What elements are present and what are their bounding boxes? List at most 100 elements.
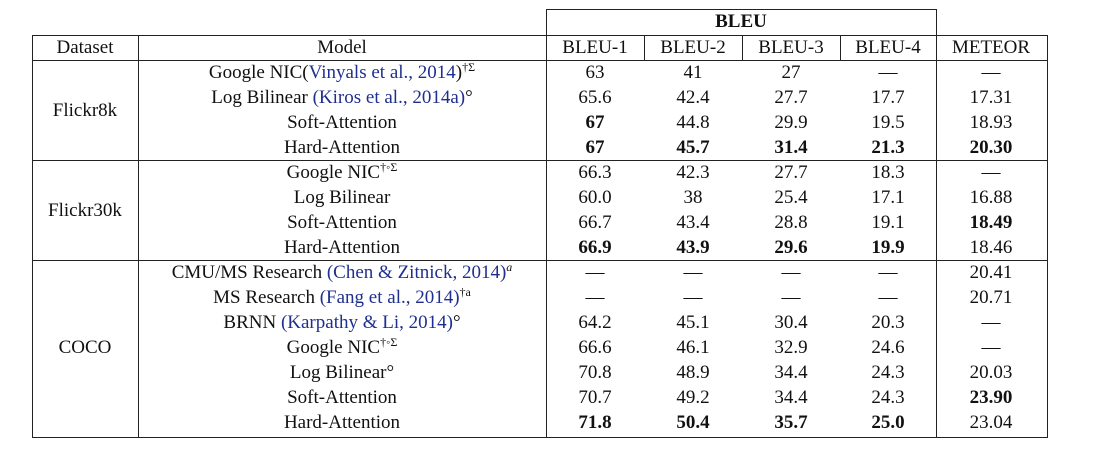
score-cell-bleu-3: 29.9 <box>774 112 808 133</box>
score-cell-bleu-2: 42.4 <box>676 87 710 108</box>
score-cell-bleu-4: 21.3 <box>871 137 905 158</box>
score-cell-bleu-3: 35.7 <box>774 412 808 433</box>
citation-link[interactable]: (Karpathy & Li, 2014) <box>280 312 453 333</box>
score-cell-bleu-4: 24.6 <box>871 337 905 358</box>
score-cell-meteor: 23.90 <box>969 387 1013 408</box>
score-cell-bleu-1: 65.6 <box>578 87 612 108</box>
model-name: BRNN (Karpathy & Li, 2014)° <box>142 310 542 335</box>
score-cell-bleu-1: 60.0 <box>578 187 612 208</box>
model-text: MS Research <box>213 287 320 308</box>
score-cell-meteor: 18.49 <box>969 212 1013 233</box>
score-cell-bleu-2: 41 <box>683 62 703 83</box>
model-name: Hard-Attention <box>142 235 542 260</box>
rule-vertical <box>32 35 33 438</box>
model-text: Log Bilinear <box>211 87 313 108</box>
model-text: Google NIC <box>286 162 381 183</box>
score-cell-bleu-2: — <box>683 287 703 308</box>
model-name: Google NIC†◦Σ <box>142 335 542 360</box>
model-name: Hard-Attention <box>142 135 542 160</box>
column-header-bleu-3: BLEU-3 <box>758 37 824 58</box>
model-name: Google NIC(Vinyals et al., 2014)†Σ <box>142 60 542 85</box>
score-cell-bleu-4: — <box>878 62 898 83</box>
score-cell-bleu-1: 66.6 <box>578 337 612 358</box>
model-text: CMU/MS Research <box>171 262 327 283</box>
citation-link[interactable]: (Fang et al., 2014) <box>319 287 460 308</box>
score-cell-bleu-3: — <box>781 287 801 308</box>
score-cell-bleu-3: 31.4 <box>774 137 808 158</box>
column-header-bleu-1: BLEU-1 <box>562 37 628 58</box>
model-text: Hard-Attention <box>283 237 401 258</box>
score-cell-bleu-4: 19.1 <box>871 212 905 233</box>
score-cell-bleu-3: 28.8 <box>774 212 808 233</box>
column-header-meteor: METEOR <box>951 37 1031 58</box>
rule-bleu-top <box>546 9 937 10</box>
score-cell-bleu-1: 67 <box>585 112 605 133</box>
score-cell-bleu-2: 46.1 <box>676 337 710 358</box>
score-cell-meteor: — <box>981 312 1001 333</box>
footnote-marker: †a <box>459 285 471 299</box>
score-cell-bleu-1: 63 <box>585 62 605 83</box>
citation-link[interactable]: Vinyals et al., 2014 <box>308 62 456 83</box>
score-cell-bleu-3: 30.4 <box>774 312 808 333</box>
score-cell-meteor: — <box>981 162 1001 183</box>
rule-header-top <box>32 35 1048 36</box>
score-cell-bleu-4: 18.3 <box>871 162 905 183</box>
score-cell-meteor: 18.93 <box>969 112 1013 133</box>
model-text: Google NIC <box>286 337 381 358</box>
score-cell-meteor: 20.30 <box>969 137 1013 158</box>
dataset-label: Flickr8k <box>52 99 118 121</box>
score-cell-bleu-1: — <box>585 262 605 283</box>
score-cell-meteor: 17.31 <box>969 87 1013 108</box>
model-text: Hard-Attention <box>283 137 401 158</box>
score-cell-bleu-3: 34.4 <box>774 387 808 408</box>
score-cell-bleu-1: 67 <box>585 137 605 158</box>
score-cell-meteor: 20.41 <box>969 262 1013 283</box>
model-name: Hard-Attention <box>142 410 542 435</box>
score-cell-bleu-4: 25.0 <box>871 412 905 433</box>
score-cell-bleu-4: — <box>878 287 898 308</box>
bleu-group-header: BLEU <box>715 11 767 32</box>
score-cell-bleu-1: — <box>585 287 605 308</box>
rule-vertical-bleu-header <box>840 35 841 60</box>
score-cell-bleu-4: 17.1 <box>871 187 905 208</box>
score-cell-bleu-4: 17.7 <box>871 87 905 108</box>
score-cell-bleu-1: 66.3 <box>578 162 612 183</box>
score-cell-bleu-3: 27.7 <box>774 87 808 108</box>
score-cell-meteor: 18.46 <box>969 237 1013 258</box>
score-cell-bleu-2: — <box>683 262 703 283</box>
model-name: Soft-Attention <box>142 210 542 235</box>
rule-table-bottom <box>32 437 1048 438</box>
footnote-marker: †◦Σ <box>380 335 398 349</box>
score-cell-meteor: — <box>981 337 1001 358</box>
citation-link[interactable]: (Chen & Zitnick, 2014) <box>326 262 507 283</box>
rule-vertical <box>138 35 139 438</box>
score-cell-meteor: 20.03 <box>969 362 1013 383</box>
citation-link[interactable]: (Kiros et al., 2014a) <box>312 87 466 108</box>
footnote-marker: †◦Σ <box>380 160 398 174</box>
score-cell-meteor: 20.71 <box>969 287 1013 308</box>
model-name: CMU/MS Research (Chen & Zitnick, 2014)a <box>142 260 542 285</box>
score-cell-bleu-4: 24.3 <box>871 362 905 383</box>
model-text: Soft-Attention <box>287 112 397 133</box>
score-cell-bleu-3: 25.4 <box>774 187 808 208</box>
rule-vertical <box>1047 35 1048 438</box>
score-cell-bleu-3: 34.4 <box>774 362 808 383</box>
score-cell-bleu-1: 66.7 <box>578 212 612 233</box>
model-text: Log Bilinear <box>293 187 391 208</box>
score-cell-bleu-3: 32.9 <box>774 337 808 358</box>
footnote-marker: a <box>506 260 513 274</box>
model-text: Google NIC( <box>208 62 309 83</box>
score-cell-bleu-2: 43.9 <box>676 237 710 258</box>
score-cell-bleu-4: — <box>878 262 898 283</box>
rule-vertical <box>546 9 547 438</box>
score-cell-bleu-4: 19.9 <box>871 237 905 258</box>
score-cell-bleu-2: 38 <box>683 187 703 208</box>
model-name: MS Research (Fang et al., 2014)†a <box>142 285 542 310</box>
score-cell-bleu-2: 44.8 <box>676 112 710 133</box>
rule-header-bottom <box>32 60 1048 61</box>
score-cell-bleu-2: 49.2 <box>676 387 710 408</box>
score-cell-bleu-2: 45.7 <box>676 137 710 158</box>
model-name: Soft-Attention <box>142 385 542 410</box>
score-cell-bleu-1: 70.8 <box>578 362 612 383</box>
